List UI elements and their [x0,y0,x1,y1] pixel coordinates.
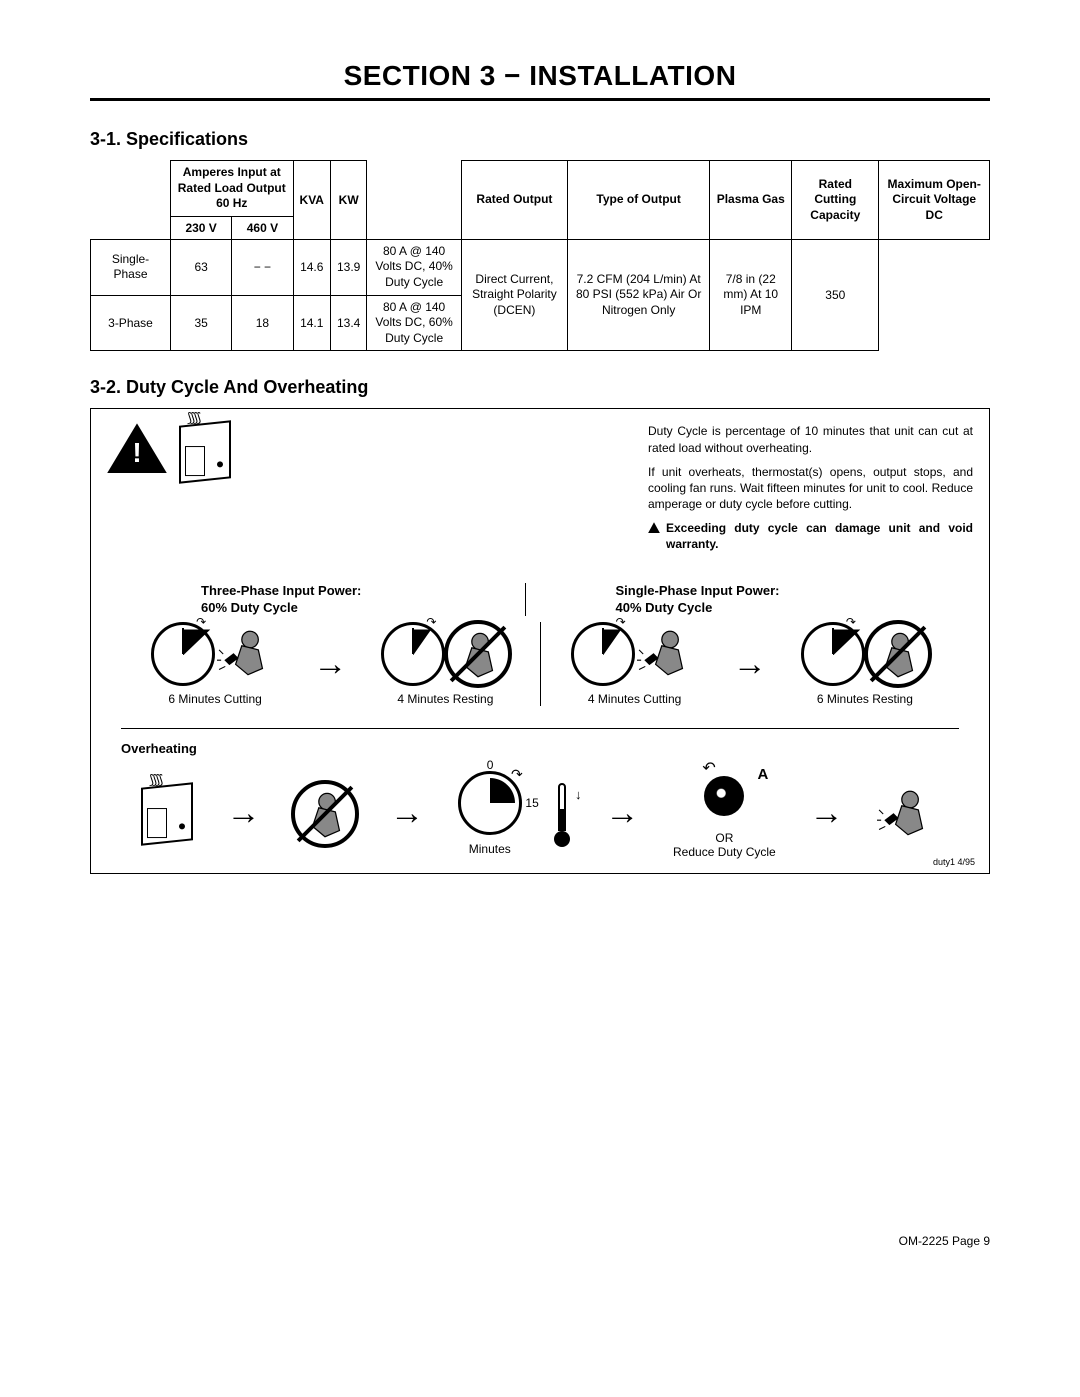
arrow-right-icon: → [601,794,643,833]
duty-subtitle: 3-2. Duty Cycle And Overheating [90,377,990,398]
spec-subtitle: 3-1. Specifications [90,129,990,150]
cell: 35 [171,295,232,351]
clock-icon: ↷ [151,622,215,686]
caption: 4 Minutes Resting [381,692,509,706]
duty-p1: Duty Cycle is percentage of 10 minutes t… [648,423,973,455]
th-460v: 460 V [232,216,293,239]
gauge-icon: 0 15 ↷ [458,771,522,835]
arrow-right-icon: → [729,645,771,684]
three-phase-header: Three-Phase Input Power: 60% Duty Cycle [141,583,525,617]
cell: − − [232,239,293,295]
spec-table: Amperes Input at Rated Load Output 60 Hz… [90,160,990,351]
diagram-code: duty1 4/95 [933,857,975,867]
row-three-label: 3-Phase [91,295,171,351]
welder-cutting-icon [217,623,279,685]
th-kva: KVA [293,161,330,240]
cell: 14.6 [293,239,330,295]
caption: 6 Minutes Cutting [151,692,279,706]
reduce-label: Reduce Duty Cycle [673,845,776,859]
overheat-label: Overheating [91,737,989,762]
duty-box: ⟆⟆⟆⟆ Duty Cycle is percentage of 10 minu… [90,408,990,874]
th-type-output: Type of Output [567,161,709,240]
clock-icon: ↷ [381,622,445,686]
th-cutting-cap: Rated Cutting Capacity [792,161,879,240]
arrow-right-icon: → [386,794,428,833]
or-label: OR [715,831,733,845]
cell: 18 [232,295,293,351]
welder-cutting-icon [637,623,699,685]
th-plasma-gas: Plasma Gas [710,161,792,240]
welder-cutting-icon [877,783,939,845]
welder-no-icon [447,623,509,685]
cell-type-output: Direct Current, Straight Polarity (DCEN) [461,239,567,351]
cell: 63 [171,239,232,295]
cell: 13.9 [330,239,366,295]
cell: 13.4 [330,295,366,351]
caption: 4 Minutes Cutting [571,692,699,706]
page-footer: OM-2225 Page 9 [90,1234,990,1248]
th-230v: 230 V [171,216,232,239]
warning-triangle-icon [107,423,167,473]
caption: 6 Minutes Resting [801,692,929,706]
th-kw: KW [330,161,366,240]
cell-max-ocv: 350 [792,239,879,351]
arrow-right-icon: → [805,794,847,833]
duty-warn: Exceeding duty cycle can damage unit and… [666,520,973,552]
hot-machine-icon: ⟆⟆⟆⟆ [179,421,231,484]
cell-plasma-gas: 7.2 CFM (204 L/min) At 80 PSI (552 kPa) … [567,239,709,351]
amperage-knob-icon: ↶ A [696,768,752,824]
divider [121,728,959,729]
duty-text: Duty Cycle is percentage of 10 minutes t… [648,423,973,552]
arrow-right-icon: → [223,794,265,833]
arrow-right-icon: → [309,645,351,684]
duty-p2: If unit overheats, thermostat(s) opens, … [648,464,973,513]
welder-no-icon [294,783,356,845]
th-amps: Amperes Input at Rated Load Output 60 Hz [171,161,294,217]
thermometer-icon: ↓ [552,781,572,847]
minutes-label: Minutes [458,842,522,856]
cell: 80 A @ 140 Volts DC, 40% Duty Cycle [367,239,462,295]
warning-triangle-small-icon [648,522,660,533]
hot-machine-icon: ⟆⟆⟆⟆ [141,782,193,845]
clock-icon: ↷ [571,622,635,686]
clock-icon: ↷ [801,622,865,686]
cell: 14.1 [293,295,330,351]
single-phase-header: Single-Phase Input Power: 40% Duty Cycle [525,583,940,617]
divider [90,98,990,101]
cell-cutting-cap: 7/8 in (22 mm) At 10 IPM [710,239,792,351]
row-single-label: Single-Phase [91,239,171,295]
th-rated-output: Rated Output [461,161,567,240]
welder-no-icon [867,623,929,685]
th-max-ocv: Maximum Open-Circuit Voltage DC [879,161,990,240]
section-title: SECTION 3 − INSTALLATION [90,60,990,92]
cell: 80 A @ 140 Volts DC, 60% Duty Cycle [367,295,462,351]
